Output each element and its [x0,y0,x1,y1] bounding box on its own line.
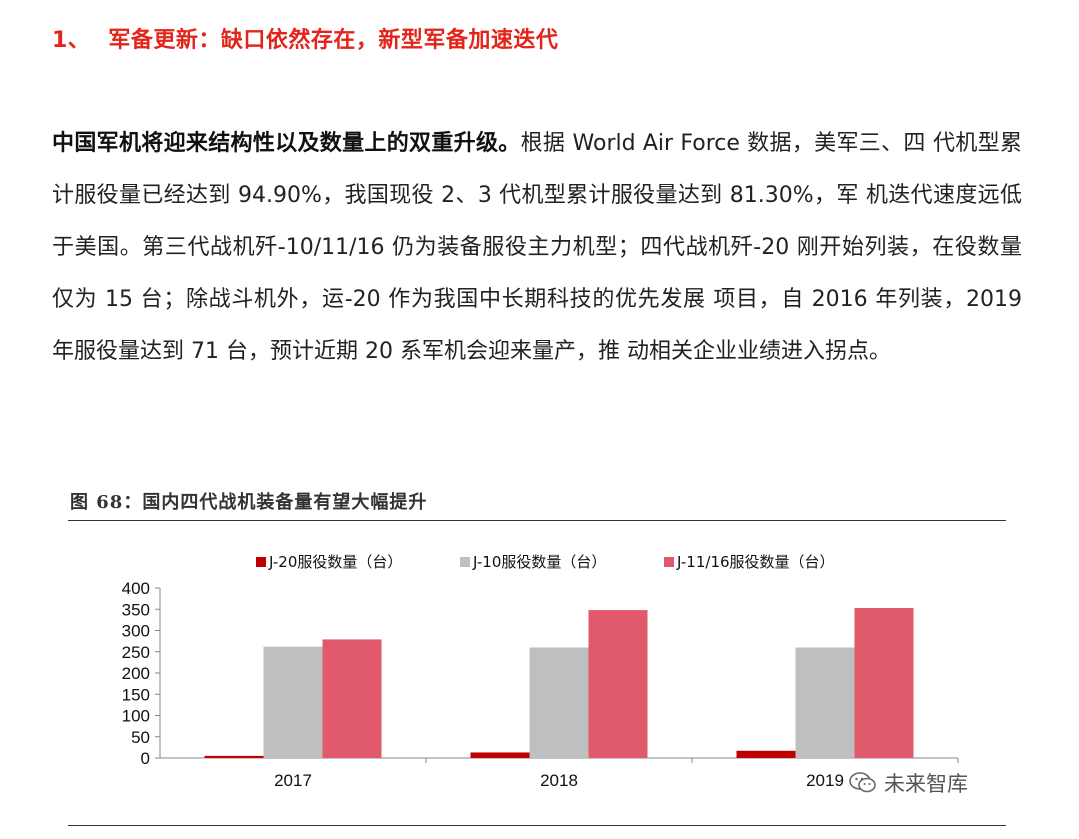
figure-top-rule [68,520,1006,521]
paragraph-lead: 中国军机将迎来结构性以及数量上的双重升级。 [52,131,521,156]
y-tick-label: 350 [122,600,150,619]
figure-title: 图 68：国内四代战机装备量有望大幅提升 [70,492,428,513]
legend-label-0: J-20服役数量（台） [268,553,402,571]
bar-2019-series-1 [795,647,855,758]
watermark-text: 未来智库 [884,772,968,796]
y-tick-label: 0 [141,749,150,768]
section-number: 1、 [52,28,91,53]
legend-swatch-2 [664,557,674,567]
paragraph-body: 根据 World Air Force 数据，美军三、四 代机型累计服役量已经达到… [52,131,1022,364]
bar-2019-series-0 [736,750,796,758]
bar-2017-series-2 [322,639,382,758]
section-title: 军备更新：缺口依然存在，新型军备加速迭代 [108,28,559,53]
x-tick-label: 2018 [540,771,578,790]
y-tick-label: 200 [122,664,150,683]
legend-label-2: J-11/16服役数量（台） [676,553,835,571]
section-heading: 1、 军备更新：缺口依然存在，新型军备加速迭代 [52,22,558,54]
bar-2017-series-1 [263,646,323,758]
body-paragraph: 中国军机将迎来结构性以及数量上的双重升级。根据 World Air Force … [52,118,1022,378]
x-tick-label: 2019 [806,771,844,790]
y-tick-label: 50 [131,728,150,747]
wechat-icon [848,770,878,796]
y-tick-label: 400 [122,579,150,598]
legend-label-1: J-10服役数量（台） [472,553,606,571]
bar-2019-series-2 [854,607,914,758]
figure-bottom-rule [68,825,1006,826]
legend-swatch-0 [256,557,266,567]
y-tick-label: 300 [122,622,150,641]
y-tick-label: 250 [122,643,150,662]
legend-swatch-1 [460,557,470,567]
bar-2018-series-1 [529,647,589,758]
bar-2018-series-0 [470,752,530,758]
bar-2017-series-0 [204,755,264,758]
x-tick-label: 2017 [274,771,312,790]
watermark: 未来智库 [848,768,968,798]
bar-2018-series-2 [588,610,648,758]
y-tick-label: 150 [122,685,150,704]
y-tick-label: 100 [122,707,150,726]
